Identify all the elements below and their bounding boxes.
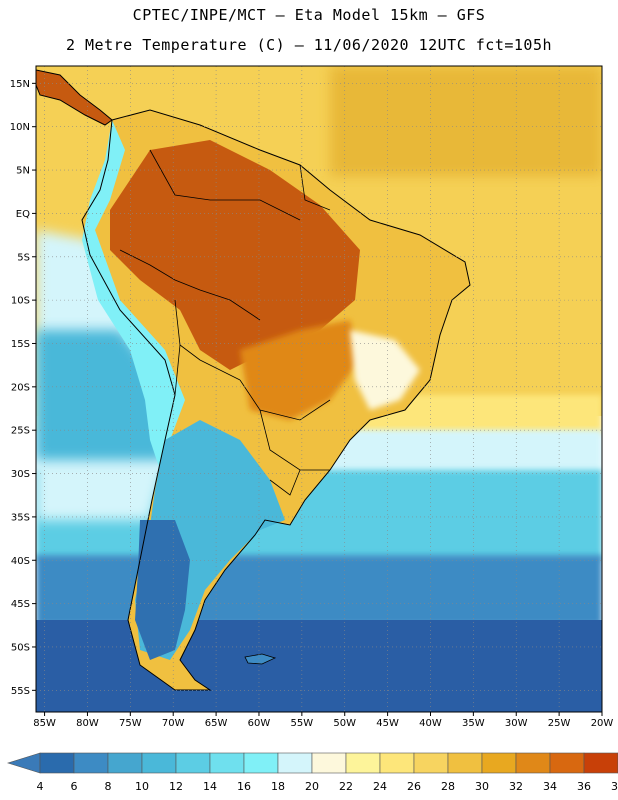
color-bar-label: 12 bbox=[169, 780, 183, 793]
color-bar-label: 28 bbox=[441, 780, 455, 793]
lat-label: 50S bbox=[11, 642, 30, 653]
color-bar-label: 18 bbox=[271, 780, 285, 793]
color-bar-label: 30 bbox=[475, 780, 489, 793]
color-bar-label: 34 bbox=[543, 780, 557, 793]
color-bar-label: 14 bbox=[203, 780, 217, 793]
lon-label: 35W bbox=[462, 718, 485, 729]
lon-label: 85W bbox=[33, 718, 56, 729]
lat-label: 25S bbox=[11, 426, 30, 437]
lon-label: 50W bbox=[333, 718, 356, 729]
lon-label: 70W bbox=[162, 718, 185, 729]
color-bar-label: 20 bbox=[305, 780, 319, 793]
lat-label: 15S bbox=[11, 339, 30, 350]
color-bar-cell bbox=[549, 752, 585, 774]
color-bar-label: 6 bbox=[71, 780, 78, 793]
country-borders bbox=[119, 149, 331, 496]
map-title-line2: 2 Metre Temperature (C) – 11/06/2020 12U… bbox=[65, 36, 553, 54]
brazil-highlands-cool bbox=[350, 330, 420, 410]
lat-label: 55S bbox=[11, 686, 30, 697]
central-america bbox=[36, 69, 113, 126]
central-warm-zone bbox=[240, 320, 360, 420]
color-bar-label: 38 bbox=[611, 780, 618, 793]
map-title-line1: CPTEC/INPE/MCT – Eta Model 15km – GFS bbox=[132, 6, 486, 24]
color-bar-label: 8 bbox=[105, 780, 112, 793]
andes-strip bbox=[82, 120, 185, 470]
lon-label: 60W bbox=[248, 718, 271, 729]
color-bar-low-arrow bbox=[6, 752, 41, 774]
ocean-band-colder bbox=[36, 555, 602, 625]
longitude-labels: 85W 80W 75W 70W 65W 60W 55W 50W 45W 40W 35W 30W 25W 2… bbox=[33, 718, 613, 729]
map-field bbox=[36, 66, 602, 712]
lat-label: 10N bbox=[10, 122, 30, 133]
lat-label: 10S bbox=[11, 296, 30, 307]
color-bar-cell bbox=[175, 752, 211, 774]
patagonia-cold bbox=[135, 520, 190, 660]
color-bar-cell bbox=[345, 752, 381, 774]
color-bar-cell bbox=[515, 752, 551, 774]
temperature-map: 15N 10N 5N EQ 5S 10S 15S 20S 25S 30S 35S 40S 45S 50S 5… bbox=[10, 65, 613, 729]
color-bar-label: 10 bbox=[135, 780, 149, 793]
color-bar-label: 26 bbox=[407, 780, 421, 793]
coastline bbox=[81, 109, 471, 691]
color-bar-cell bbox=[243, 752, 279, 774]
color-bar-cell bbox=[73, 752, 109, 774]
color-bar-cells bbox=[6, 752, 618, 774]
ocean-band-atlantic-hot bbox=[330, 66, 602, 176]
amazon-hot-core bbox=[110, 140, 360, 370]
lon-label: 30W bbox=[505, 718, 528, 729]
color-bar-label: 24 bbox=[373, 780, 387, 793]
color-bar-label: 36 bbox=[577, 780, 591, 793]
lat-label: 15N bbox=[10, 79, 30, 90]
color-bar: 4 6 8 10 12 14 16 18 20 22 24 26 28 30 32 34 36 38 bbox=[6, 752, 618, 793]
lon-label: 20W bbox=[591, 718, 614, 729]
lon-label: 55W bbox=[291, 718, 314, 729]
lon-label: 65W bbox=[205, 718, 228, 729]
color-bar-labels: 4 6 8 10 12 14 16 18 20 22 24 26 28 30 32 34 36 38 bbox=[37, 780, 618, 793]
color-bar-cell bbox=[107, 752, 143, 774]
lon-label: 75W bbox=[119, 718, 142, 729]
color-bar-cell bbox=[447, 752, 483, 774]
color-bar-cell bbox=[39, 752, 75, 774]
color-bar-cell bbox=[209, 752, 245, 774]
lat-label: 30S bbox=[11, 469, 30, 480]
latitude-labels: 15N 10N 5N EQ 5S 10S 15S 20S 25S 30S 35S 40S 45S 50S 5… bbox=[10, 79, 30, 697]
ocean-band-coldest bbox=[36, 620, 602, 712]
color-bar-cell bbox=[379, 752, 415, 774]
color-bar-cell bbox=[583, 752, 618, 774]
lat-label: 45S bbox=[11, 599, 30, 610]
lon-label: 25W bbox=[548, 718, 571, 729]
lat-label: 5N bbox=[16, 166, 30, 177]
color-bar-cell bbox=[413, 752, 449, 774]
map-frame bbox=[35, 65, 603, 713]
graticule bbox=[32, 66, 603, 716]
pacific-cold-water bbox=[36, 330, 165, 460]
color-bar-cell bbox=[481, 752, 517, 774]
lat-label: EQ bbox=[16, 209, 30, 220]
color-bar-label: 22 bbox=[339, 780, 353, 793]
lat-label: 40S bbox=[11, 556, 30, 567]
color-bar-label: 16 bbox=[237, 780, 251, 793]
lon-label: 45W bbox=[376, 718, 399, 729]
color-bar-label: 32 bbox=[509, 780, 523, 793]
color-bar-label: 4 bbox=[37, 780, 44, 793]
lat-label: 35S bbox=[11, 512, 30, 523]
color-bar-cell bbox=[141, 752, 177, 774]
lat-label: 20S bbox=[11, 382, 30, 393]
color-bar-cell bbox=[311, 752, 347, 774]
lon-label: 40W bbox=[419, 718, 442, 729]
lon-label: 80W bbox=[76, 718, 99, 729]
color-bar-cell bbox=[277, 752, 313, 774]
lat-label: 5S bbox=[17, 252, 30, 263]
